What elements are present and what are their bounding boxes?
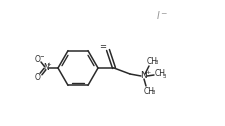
- Text: N: N: [43, 64, 49, 72]
- Text: +: +: [145, 70, 150, 75]
- Text: 3: 3: [162, 73, 166, 78]
- Text: +: +: [46, 62, 51, 67]
- Text: −: −: [39, 53, 44, 58]
- Text: −: −: [159, 9, 165, 19]
- Text: N: N: [140, 71, 147, 81]
- Text: 3: 3: [151, 90, 155, 96]
- Text: CH: CH: [146, 56, 157, 66]
- Text: O: O: [35, 55, 41, 64]
- Text: O: O: [35, 72, 41, 82]
- Text: CH: CH: [143, 87, 154, 96]
- Text: CH: CH: [154, 70, 165, 78]
- Text: I: I: [156, 11, 159, 21]
- Text: =: =: [99, 42, 106, 52]
- Text: 3: 3: [154, 60, 157, 66]
